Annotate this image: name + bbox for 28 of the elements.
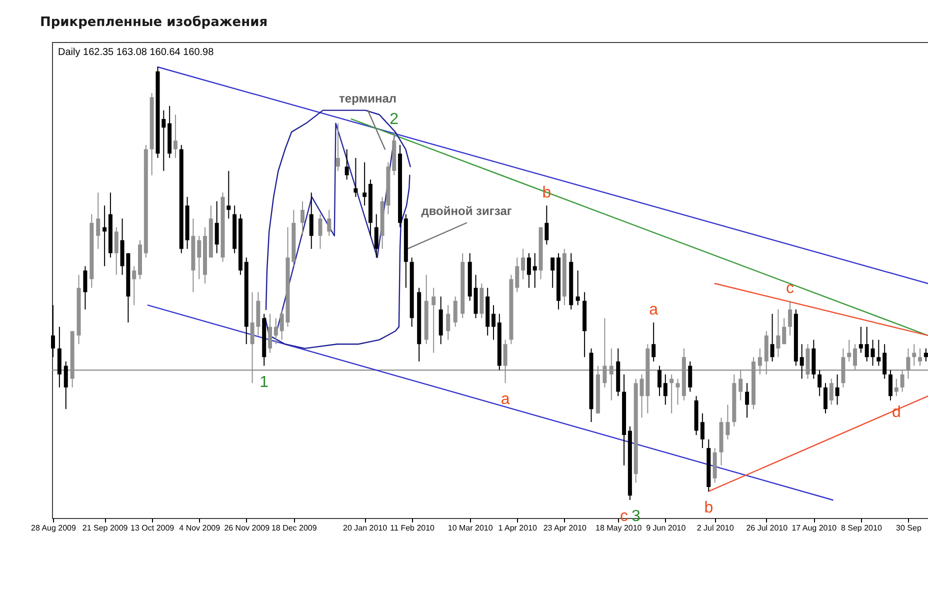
annotation: b	[704, 499, 714, 516]
chart-title: Прикрепленные изображения	[40, 15, 268, 30]
x-tick-label: 8 Sep 2010	[840, 524, 882, 532]
annotation: a	[649, 301, 658, 318]
x-tick-label: 17 Aug 2010	[792, 524, 838, 532]
annotation: c	[786, 280, 794, 297]
annotation: двойной зигзаг	[421, 204, 512, 218]
annotation: 2	[390, 110, 399, 128]
x-tick-label: 10 Mar 2010	[448, 524, 494, 532]
x-tick-label: 18 Dec 2009	[271, 524, 318, 532]
x-tick-label: 11 Feb 2010	[390, 524, 436, 532]
annotation: a	[500, 391, 510, 408]
x-tick-label: 4 Nov 2009	[179, 524, 221, 532]
x-tick-label: 20 Jan 2010	[343, 524, 388, 532]
x-tick-label: 26 Nov 2009	[224, 524, 270, 532]
x-tick-label: 2 Jul 2010	[696, 524, 734, 532]
x-tick-label: 18 May 2010	[595, 524, 642, 532]
x-tick-label: 26 Jul 2010	[746, 524, 788, 532]
annotation: 1	[260, 374, 269, 391]
x-tick-label: 13 Oct 2009	[130, 524, 175, 532]
x-tick-label: 1 Apr 2010	[498, 524, 538, 532]
chart-subtitle: Daily 162.35 163.08 160.64 160.98	[58, 47, 214, 58]
x-tick-label: 23 Apr 2010	[543, 524, 588, 532]
x-tick-label: 30 Sep	[896, 524, 922, 532]
annotation: терминал	[339, 91, 397, 106]
x-tick-label: 9 Jun 2010	[646, 524, 686, 532]
x-tick-label: 28 Aug 2009	[31, 524, 76, 532]
x-tick-label: 21 Sep 2009	[82, 524, 128, 532]
